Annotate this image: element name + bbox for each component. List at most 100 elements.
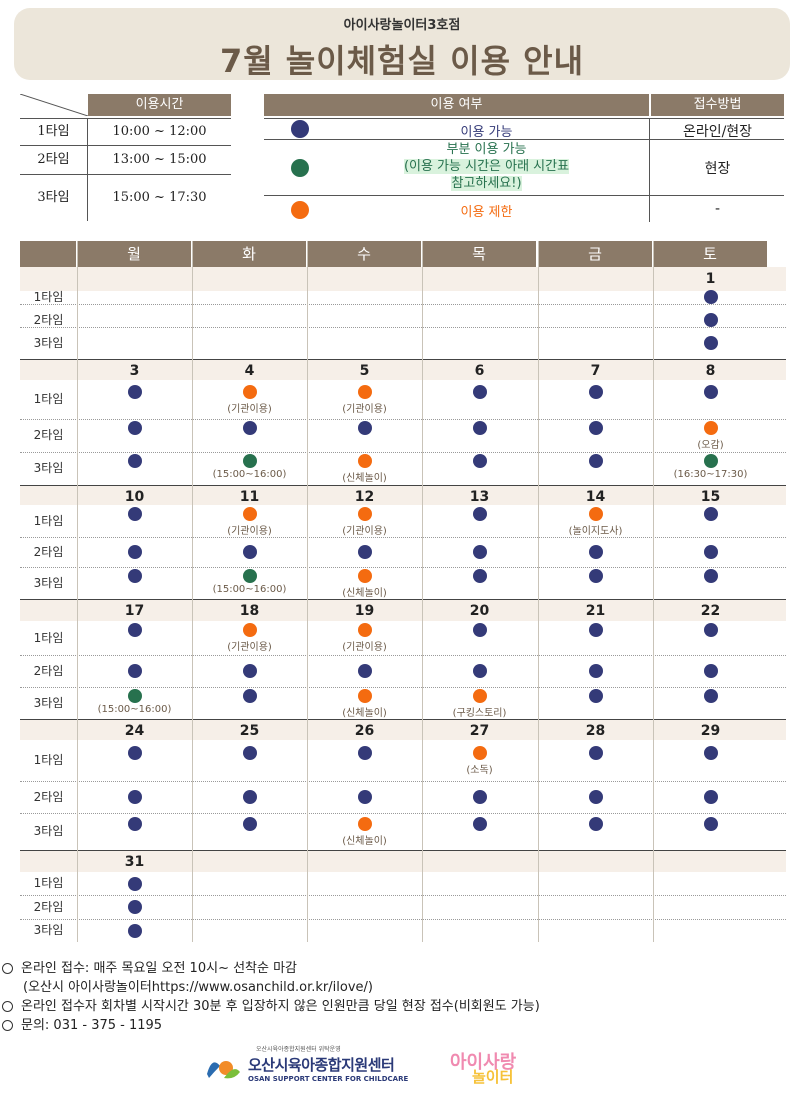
day-header: 금 [538, 241, 653, 267]
restricted-dot-icon [242, 507, 257, 521]
available-dot-icon [703, 816, 718, 831]
partial-dot-icon [242, 454, 257, 468]
day-header: 화 [192, 241, 307, 267]
week-date-band [20, 267, 786, 291]
date-number: 18 [239, 603, 260, 619]
time-range: 10:00 ~ 12:00 [112, 124, 207, 139]
partial-dot-icon [703, 454, 718, 468]
available-dot-icon [242, 745, 257, 760]
legend-row-restricted: 이용 제한 - [264, 196, 784, 222]
available-dot-icon [127, 545, 142, 559]
available-dot-icon [703, 313, 718, 327]
available-dot-icon [127, 507, 142, 521]
day-header-corner [20, 241, 77, 267]
note-contact: 문의: 031 - 375 - 1195 [2, 1014, 162, 1033]
available-dot-icon [703, 689, 718, 703]
restricted-dot-icon [357, 454, 372, 468]
available-dot-icon [472, 545, 487, 559]
date-number: 8 [705, 363, 716, 379]
center-name: 오산시육아종합지원센터 [248, 1056, 395, 1074]
available-dot-icon [127, 745, 142, 760]
available-dot-icon [588, 454, 603, 468]
date-number: 19 [354, 603, 375, 619]
diagonal-header-cell [20, 94, 88, 116]
available-dot-icon [127, 923, 142, 938]
day-header: 수 [307, 241, 422, 267]
slot-note: (15:00~16:00) [212, 469, 287, 480]
available-dot-icon [588, 421, 603, 435]
restricted-dot-icon [357, 623, 372, 637]
note-onsite: 온라인 접수자 회차별 시작시간 30분 후 입장하지 않은 인원만큼 당일 현… [2, 995, 540, 1014]
time-row-1: 1타임 10:00 ~ 12:00 [20, 118, 231, 146]
date-number: 13 [469, 489, 490, 505]
legend-method: 현장 [704, 161, 731, 177]
available-dot-icon [472, 507, 487, 521]
slot-note: (기관이용) [342, 642, 387, 653]
available-dot-icon [588, 790, 603, 804]
slot-note: (기관이용) [227, 642, 272, 653]
available-dot-icon [588, 384, 603, 399]
ilove-playground-logo: 아이사랑 놀이터 [450, 1048, 590, 1088]
july-calendar: 월 화 수 목 금 토 1 1타임 2타임 3타임 3 4 5 6 7 8 1타임 (기관이용) (기관이용) 2타임… [20, 241, 786, 942]
week-separator [20, 599, 786, 600]
available-dot-icon [588, 816, 603, 831]
time-range: 13:00 ~ 15:00 [112, 152, 207, 167]
available-dot-icon [127, 876, 142, 891]
week-separator [20, 359, 786, 360]
date-number: 15 [700, 489, 721, 505]
week-date-band [20, 719, 786, 740]
date-number: 24 [124, 723, 145, 739]
time-row-2: 2타임 13:00 ~ 15:00 [20, 146, 231, 175]
slot-note: (기관이용) [227, 403, 272, 415]
restricted-dot-icon [357, 384, 372, 399]
column-line [192, 241, 193, 942]
time-slot-label: 1타임 [33, 290, 64, 304]
time-slot-label: 1타임 [33, 631, 64, 645]
time-slot-label: 1타임 [33, 392, 64, 406]
available-dot-icon [472, 569, 487, 583]
row-divider [20, 781, 786, 782]
slot-note: (기관이용) [227, 526, 272, 537]
time-name: 1타임 [20, 119, 88, 145]
week-date-band [20, 485, 786, 505]
available-dot-icon [357, 545, 372, 559]
available-dot-icon [127, 384, 142, 399]
slot-note: (기관이용) [342, 526, 387, 537]
available-dot-icon [472, 384, 487, 399]
available-dot-icon [588, 623, 603, 637]
available-dot-icon [242, 664, 257, 678]
date-number: 28 [585, 723, 606, 739]
slot-note: (소독) [466, 764, 493, 776]
restricted-dot-icon [242, 384, 257, 399]
slot-note: (구킹스토리) [452, 708, 507, 719]
week-date-band [20, 599, 786, 621]
slot-note: (16:30~17:30) [673, 469, 748, 480]
restricted-dot-icon [357, 689, 372, 703]
slot-note: (기관이용) [342, 403, 387, 415]
legend-text: 부분 이용 가능 (이용 가능 시간은 아래 시간표 참고하세요!) [324, 141, 649, 192]
row-divider [20, 327, 786, 328]
time-slot-label: 3타임 [33, 461, 64, 475]
time-slot-label: 1타임 [33, 514, 64, 528]
available-dot-icon [357, 664, 372, 678]
time-name: 2타임 [20, 146, 88, 174]
available-dot-icon [127, 816, 142, 831]
available-dot-icon [703, 664, 718, 678]
available-dot-icon [127, 790, 142, 804]
slot-note: (신체놀이) [342, 473, 387, 484]
legend-text: 이용 제한 [460, 205, 513, 220]
available-dot-icon [588, 745, 603, 760]
date-number: 21 [585, 603, 606, 619]
available-dot-icon [127, 569, 142, 583]
time-slot-label: 2타임 [33, 900, 64, 914]
date-number: 6 [474, 363, 485, 379]
date-number: 22 [700, 603, 721, 619]
time-slot-label: 2타임 [33, 790, 64, 804]
time-range: 15:00 ~ 17:30 [112, 190, 207, 205]
available-dot-icon [242, 421, 257, 435]
column-line [307, 241, 308, 942]
legend-header-usage: 이용 여부 [264, 94, 649, 116]
available-dot-icon [703, 290, 718, 304]
time-slot-label: 2타임 [33, 545, 64, 559]
row-divider [20, 304, 786, 305]
